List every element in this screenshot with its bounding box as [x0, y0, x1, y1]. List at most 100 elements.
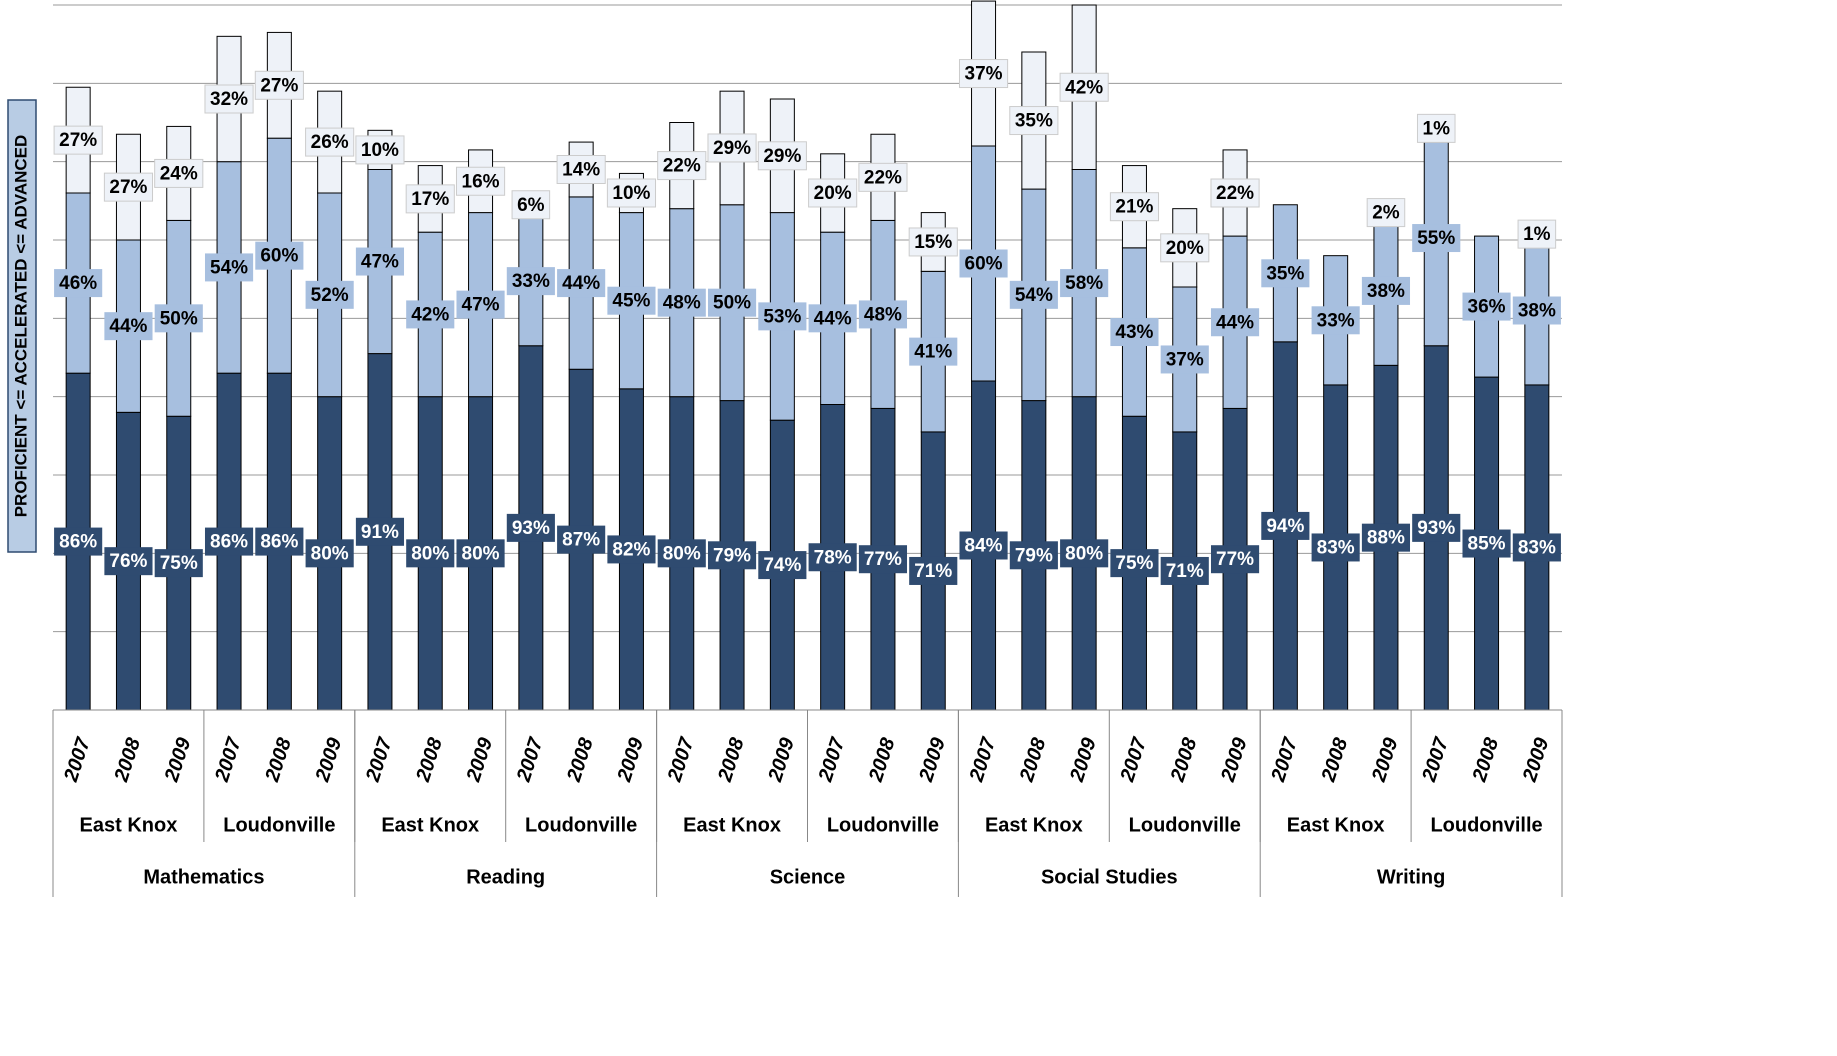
label-box [456, 290, 505, 319]
label-box [1462, 292, 1511, 321]
data-label: 54% [1015, 285, 1053, 306]
school-label: Loudonville [525, 814, 637, 836]
data-label: 10% [361, 140, 399, 161]
label-box [54, 527, 103, 556]
data-label: 54% [210, 257, 248, 278]
x-tick-label: 2009 [311, 734, 346, 785]
x-tick-label: 2007 [663, 734, 698, 785]
label-box [858, 300, 908, 329]
data-label: 48% [864, 304, 902, 325]
x-tick-label: 2007 [60, 734, 95, 785]
label-box [1210, 545, 1260, 574]
data-label: 33% [1317, 310, 1355, 331]
data-label: 48% [663, 293, 701, 314]
label-box [355, 517, 405, 546]
data-label: 45% [612, 291, 650, 312]
data-label: 27% [59, 130, 97, 151]
x-tick-label: 2008 [1166, 734, 1201, 785]
data-label: 74% [763, 555, 801, 576]
x-tick-label: 2008 [865, 734, 900, 785]
label-box [808, 543, 857, 572]
school-label: Loudonville [1430, 814, 1542, 836]
label-box [1366, 198, 1406, 228]
label-box [908, 227, 958, 257]
data-label: 75% [1115, 553, 1153, 574]
label-box [511, 190, 551, 220]
data-label: 93% [1417, 518, 1455, 539]
label-box [557, 269, 606, 298]
data-label: 86% [59, 532, 97, 553]
data-label: 55% [1417, 228, 1455, 249]
label-box [1210, 308, 1260, 337]
label-box [1110, 549, 1159, 578]
data-label: 24% [160, 163, 198, 184]
x-tick-label: 2009 [1066, 734, 1101, 785]
x-tick-label: 2009 [613, 734, 648, 785]
data-label: 44% [814, 308, 852, 329]
label-box [406, 539, 455, 568]
label-box [1412, 224, 1461, 253]
data-label: 42% [1065, 77, 1103, 98]
x-tick-label: 2007 [814, 734, 849, 785]
label-box [204, 527, 254, 556]
label-box [557, 525, 606, 554]
data-label: 6% [517, 195, 545, 216]
label-box [1160, 233, 1210, 263]
data-label: 78% [814, 547, 852, 568]
data-label: 80% [311, 543, 349, 564]
label-box [1412, 513, 1461, 542]
label-box [1311, 306, 1360, 335]
label-box [1060, 269, 1109, 298]
y-axis-label: PROFICIENT <= ACCELERATED <= ADVANCED [11, 135, 30, 518]
data-label: 50% [160, 308, 198, 329]
label-box [758, 551, 807, 580]
x-tick-label: 2007 [513, 734, 548, 785]
label-box [405, 184, 455, 214]
label-box [1311, 533, 1360, 562]
label-box [154, 158, 204, 188]
data-label: 1% [1523, 224, 1551, 245]
x-tick-label: 2009 [462, 734, 497, 785]
data-label: 29% [713, 138, 751, 159]
x-tick-label: 2007 [362, 734, 397, 785]
data-label: 38% [1367, 281, 1405, 302]
label-box [1059, 72, 1109, 102]
data-label: 47% [462, 295, 500, 316]
label-box [506, 513, 555, 542]
data-label: 33% [512, 271, 550, 292]
label-box [1160, 556, 1209, 585]
data-label: 83% [1317, 537, 1355, 558]
data-label: 71% [1166, 561, 1204, 582]
label-box [1009, 541, 1058, 570]
x-tick-label: 2009 [1368, 734, 1403, 785]
label-box [1261, 259, 1310, 288]
label-box [1109, 192, 1160, 222]
school-label: East Knox [985, 814, 1083, 836]
label-box [1160, 345, 1209, 374]
data-label: 36% [1468, 297, 1506, 318]
label-box [959, 249, 1008, 278]
x-tick-label: 2007 [1116, 734, 1151, 785]
label-box [657, 288, 706, 317]
data-label: 2% [1372, 203, 1400, 224]
x-tick-label: 2008 [412, 734, 447, 785]
label-box [305, 539, 354, 568]
x-tick-label: 2009 [764, 734, 799, 785]
data-label: 60% [260, 246, 298, 267]
data-label: 22% [663, 156, 701, 177]
label-box [1009, 106, 1059, 136]
x-tick-label: 2007 [965, 734, 1000, 785]
data-label: 17% [411, 189, 449, 210]
x-tick-label: 2009 [1519, 734, 1554, 785]
school-label: Loudonville [1129, 814, 1241, 836]
school-label: East Knox [1287, 814, 1385, 836]
x-tick-label: 2007 [1267, 734, 1302, 785]
data-label: 44% [1216, 312, 1254, 333]
data-label: 91% [361, 522, 399, 543]
data-label: 22% [864, 167, 902, 188]
label-box [707, 541, 757, 570]
label-box [607, 286, 656, 315]
data-label: 83% [1518, 537, 1556, 558]
label-box [1512, 296, 1561, 325]
